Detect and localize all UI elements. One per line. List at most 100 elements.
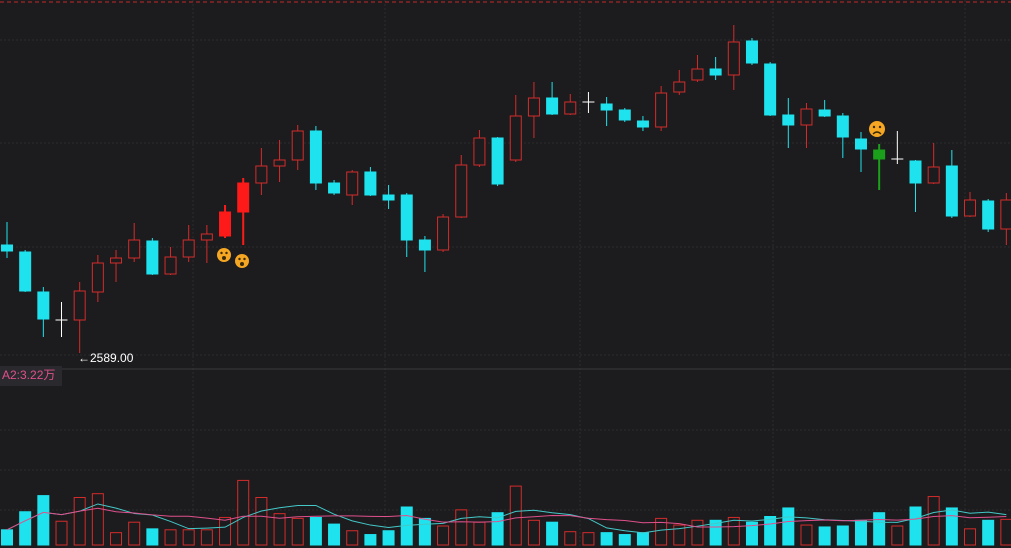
volume-bar bbox=[564, 531, 577, 546]
volume-bar bbox=[782, 507, 795, 546]
volume-bar bbox=[128, 521, 141, 546]
candle-body bbox=[418, 239, 431, 251]
volume-bar bbox=[382, 530, 395, 546]
candle-body bbox=[564, 101, 577, 115]
candle-body bbox=[655, 92, 668, 128]
volume-bar bbox=[291, 517, 304, 546]
volume-bar bbox=[800, 524, 813, 546]
candle-body bbox=[237, 182, 250, 213]
volume-bar bbox=[73, 497, 86, 546]
volume-bar bbox=[891, 525, 904, 546]
volume-bar bbox=[636, 532, 649, 546]
indicator-label: A2:3.22万 bbox=[2, 368, 55, 382]
candle-body bbox=[800, 108, 813, 126]
candle-body bbox=[37, 291, 50, 320]
volume-bar bbox=[237, 479, 250, 546]
candle-body bbox=[346, 171, 359, 196]
candle-body bbox=[836, 115, 849, 138]
candle-body bbox=[600, 103, 613, 111]
candle-body bbox=[509, 115, 522, 161]
volume-bar bbox=[709, 519, 722, 546]
volume-bar bbox=[346, 530, 359, 546]
volume-bar bbox=[582, 532, 595, 546]
volume-bar bbox=[745, 521, 758, 546]
volume-bar bbox=[600, 532, 613, 546]
volume-bar bbox=[182, 529, 195, 546]
candle-body bbox=[110, 257, 123, 264]
volume-bar bbox=[91, 493, 104, 546]
volume-bar bbox=[727, 516, 740, 546]
volume-bar bbox=[364, 534, 377, 546]
volume-bar bbox=[546, 521, 559, 546]
candle-body bbox=[328, 182, 341, 194]
candle-body bbox=[1, 244, 13, 252]
candle-body bbox=[273, 159, 286, 167]
candle-body bbox=[164, 256, 177, 275]
volume-bar bbox=[19, 511, 32, 546]
volume-bar bbox=[146, 528, 159, 546]
candle-body bbox=[255, 165, 268, 184]
candle-body bbox=[727, 41, 740, 76]
candle-body bbox=[146, 240, 159, 275]
candle-body bbox=[473, 137, 486, 166]
volume-bar bbox=[655, 517, 668, 546]
volume-bar bbox=[418, 517, 431, 546]
candle-body bbox=[691, 68, 704, 81]
volume-bar bbox=[1, 529, 13, 546]
candle-body bbox=[219, 211, 232, 237]
candle-body bbox=[291, 130, 304, 161]
ma-line bbox=[6, 507, 1007, 531]
volume-bar bbox=[309, 516, 322, 546]
candle-body bbox=[927, 166, 940, 184]
volume-bar bbox=[818, 526, 831, 546]
volume-bar bbox=[873, 512, 886, 546]
candle-body bbox=[491, 137, 504, 185]
candle-body bbox=[782, 114, 795, 126]
candle-body bbox=[745, 40, 758, 64]
volume-bar bbox=[37, 495, 50, 546]
volume-bar bbox=[527, 519, 540, 546]
candle-body bbox=[400, 194, 413, 241]
volume-bar bbox=[164, 529, 177, 546]
candle-body bbox=[964, 199, 977, 217]
candle-body bbox=[91, 262, 104, 293]
volume-bar bbox=[691, 519, 704, 546]
candle-body bbox=[73, 290, 86, 321]
volume-bar bbox=[964, 528, 977, 546]
volume-bar bbox=[437, 525, 450, 546]
candle-body bbox=[909, 160, 922, 184]
candle-body bbox=[673, 81, 686, 93]
candle-body bbox=[854, 138, 867, 150]
candle-body bbox=[709, 68, 722, 76]
volume-bar bbox=[110, 532, 123, 546]
low-label: ←2589.00 bbox=[78, 351, 134, 365]
volume-bar bbox=[255, 497, 268, 546]
volume-bar bbox=[491, 512, 504, 546]
candle-body bbox=[764, 63, 777, 116]
candle-body bbox=[364, 171, 377, 196]
candle-body bbox=[873, 149, 886, 160]
candle-body bbox=[382, 194, 395, 201]
volume-bar bbox=[854, 519, 867, 546]
candle-body bbox=[437, 216, 450, 251]
candle-body bbox=[309, 130, 322, 184]
volume-bar bbox=[55, 520, 68, 546]
volume-bar bbox=[945, 507, 958, 546]
volume-bar bbox=[328, 523, 341, 546]
candle-body bbox=[200, 233, 213, 241]
volume-bar bbox=[473, 521, 486, 546]
volume-bar bbox=[927, 496, 940, 546]
volume-bar bbox=[455, 509, 468, 546]
volume-bar bbox=[219, 516, 232, 546]
volume-bar bbox=[1000, 518, 1011, 546]
indicator-box bbox=[0, 366, 62, 386]
volume-bar bbox=[673, 524, 686, 546]
volume-bar bbox=[836, 525, 849, 546]
candle-body bbox=[546, 97, 559, 115]
volume-bar bbox=[509, 485, 522, 546]
volume-bar bbox=[618, 534, 631, 546]
emoji bbox=[217, 248, 231, 262]
volume-bar bbox=[764, 516, 777, 546]
